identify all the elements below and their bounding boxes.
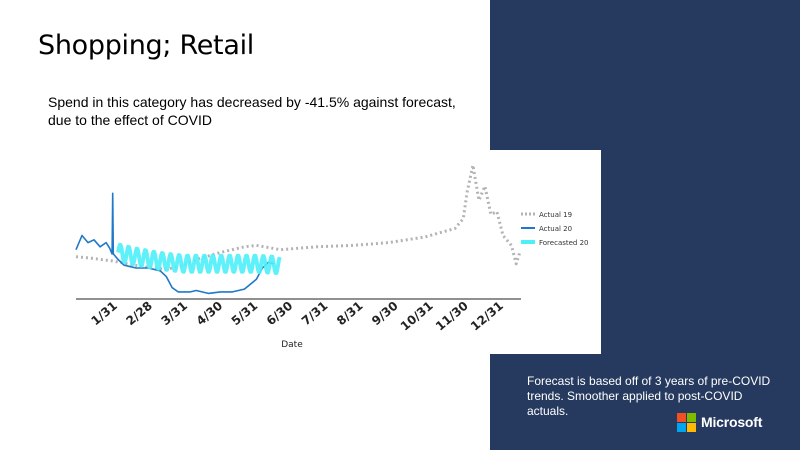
x-tick-label: 10/31 [398, 299, 436, 334]
slide-title: Shopping; Retail [38, 30, 254, 61]
microsoft-wordmark: Microsoft [701, 414, 763, 430]
x-tick-label: 11/30 [433, 299, 471, 334]
series-line-actual-20 [75, 192, 275, 295]
x-tick-layer: 1/31 2/28 3/31 4/30 5/31 6/30 7/31 8/31 9/3010/3… [88, 299, 506, 334]
microsoft-squares-icon [677, 413, 697, 433]
chart-container: 1/31 2/28 3/31 4/30 5/31 6/30 7/31 8/31 9/30 10/3… [56, 150, 601, 354]
microsoft-logo: Microsoft [677, 413, 777, 433]
legend-label-actual-19: Actual 19 [539, 211, 572, 219]
x-tick-label: 5/31 [229, 299, 261, 329]
legend-label-actual-20: Actual 20 [539, 225, 572, 233]
x-axis-title: Date [281, 340, 303, 350]
x-tick-label: 12/31 [468, 299, 506, 334]
series-layer [75, 163, 522, 295]
x-tick-label: 6/30 [264, 299, 296, 329]
x-tick-label: 1/31 [88, 299, 120, 329]
x-tick-label: 9/30 [369, 299, 401, 329]
legend-label-forecasted-20: Forecasted 20 [539, 239, 589, 247]
forecast-note: Forecast is based off of 3 years of pre-… [527, 374, 771, 418]
x-tick-label: 2/28 [123, 299, 155, 329]
chart-svg: 1/31 2/28 3/31 4/30 5/31 6/30 7/31 8/31 9/3010/3… [75, 163, 589, 350]
x-tick-label: 7/31 [299, 299, 331, 329]
x-tick-label: 4/30 [194, 299, 226, 329]
series-line-forecasted-20 [116, 242, 282, 275]
x-tick-label: 8/31 [334, 299, 366, 329]
slide-subtitle: Spend in this category has decreased by … [48, 94, 456, 128]
x-tick-label: 3/31 [159, 299, 191, 329]
legend: Actual 19 Actual 20 Forecasted 20 [521, 211, 589, 247]
